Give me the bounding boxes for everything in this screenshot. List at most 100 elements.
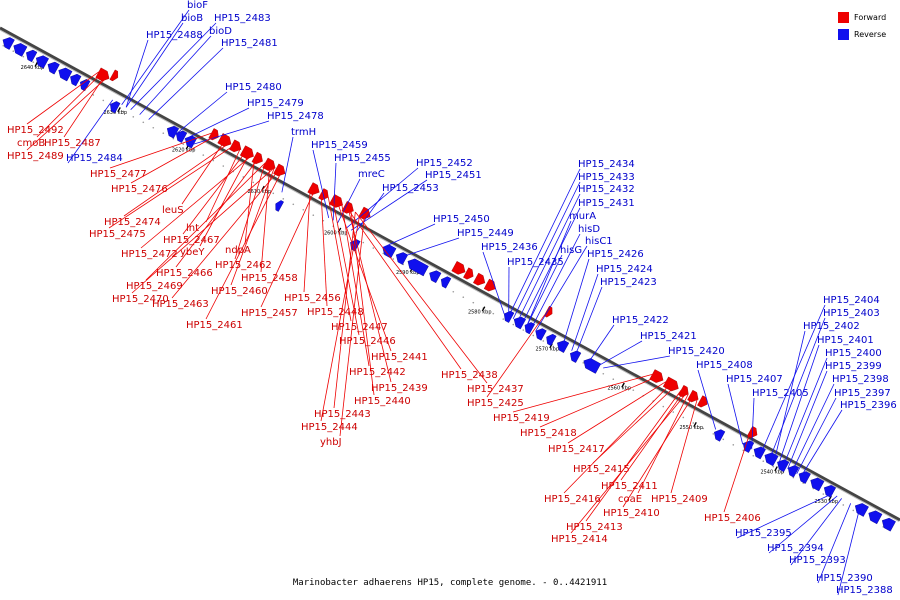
reverse-leader-line bbox=[562, 258, 590, 346]
scale-dot bbox=[712, 433, 715, 435]
forward-gene-arrow bbox=[251, 151, 263, 165]
forward-gene-arrow bbox=[697, 395, 708, 408]
scale-dot bbox=[292, 203, 295, 206]
reverse-leader-line bbox=[148, 47, 224, 120]
reverse-gene-label: HP15_2422 bbox=[612, 315, 669, 326]
reverse-gene-label: HP15_2453 bbox=[382, 183, 439, 194]
scale-dot bbox=[142, 121, 145, 124]
legend-forward: Forward bbox=[838, 9, 900, 26]
reverse-leader-line bbox=[778, 344, 820, 465]
reverse-gene-arrow bbox=[810, 477, 825, 492]
forward-gene-label: HP15_2447 bbox=[331, 322, 388, 333]
scale-dot bbox=[852, 509, 855, 512]
reverse-leader-line bbox=[530, 233, 581, 329]
reverse-gene-arrow bbox=[570, 350, 582, 363]
reverse-gene-label: hisG bbox=[560, 245, 582, 256]
reverse-gene-arrow bbox=[70, 73, 82, 87]
scale-dot bbox=[22, 55, 25, 58]
reverse-leader-line bbox=[837, 508, 861, 596]
tick-label: 2640 kbp bbox=[21, 65, 45, 71]
forward-leader-line bbox=[320, 193, 328, 307]
reverse-leader-line bbox=[125, 22, 184, 108]
forward-gene-label: HP15_2425 bbox=[467, 398, 524, 409]
forward-gene-arrow bbox=[262, 157, 276, 171]
forward-leader-line bbox=[585, 389, 682, 522]
reverse-leader-line bbox=[526, 254, 563, 327]
forward-gene-label: HP15_2469 bbox=[126, 281, 183, 292]
forward-leader-line bbox=[620, 391, 685, 481]
reverse-gene-arrow bbox=[275, 200, 284, 212]
scale-dot bbox=[632, 389, 635, 391]
reverse-leader-line bbox=[121, 9, 190, 106]
reverse-gene-arrow bbox=[714, 429, 726, 442]
forward-leader-line bbox=[563, 383, 671, 494]
reverse-gene-label: HP15_2435 bbox=[507, 257, 564, 268]
reverse-gene-arrow bbox=[583, 358, 602, 374]
reverse-gene-label: HP15_2450 bbox=[433, 214, 490, 225]
reverse-gene-arrow bbox=[407, 258, 429, 277]
reverse-gene-arrow bbox=[868, 510, 883, 525]
reverse-leader-line bbox=[787, 370, 828, 470]
reverse-gene-label: HP15_2393 bbox=[789, 555, 846, 566]
legend-reverse-label: Reverse bbox=[854, 30, 887, 39]
forward-gene-label: HP15_2419 bbox=[493, 413, 550, 424]
reverse-gene-label: HP15_2401 bbox=[817, 335, 874, 346]
forward-leader-line bbox=[332, 199, 360, 336]
forward-leader-line bbox=[327, 197, 352, 322]
forward-gene-label: HP15_2492 bbox=[7, 125, 64, 136]
forward-gene-label: HP15_2440 bbox=[354, 396, 411, 407]
forward-leader-line bbox=[592, 386, 676, 464]
reverse-gene-arrow bbox=[35, 55, 49, 69]
forward-leader-line bbox=[345, 206, 462, 370]
scale-dot bbox=[272, 192, 275, 195]
reverse-leader-line bbox=[512, 181, 581, 319]
scale-dot bbox=[362, 241, 365, 244]
scale-dot bbox=[502, 318, 505, 320]
reverse-leader-line bbox=[575, 286, 603, 354]
reverse-gene-label: HP15_2399 bbox=[825, 361, 882, 372]
forward-leader-line bbox=[567, 381, 667, 444]
forward-leader-line bbox=[123, 142, 230, 217]
forward-leader-line bbox=[341, 204, 370, 367]
forward-leader-line bbox=[336, 202, 392, 352]
reverse-gene-arrow bbox=[26, 49, 38, 63]
forward-leader-line bbox=[109, 132, 212, 169]
forward-gene-arrow bbox=[307, 182, 320, 195]
reverse-gene-label: hisC1 bbox=[585, 236, 613, 247]
reverse-gene-arrow bbox=[429, 270, 442, 284]
scale-dot bbox=[602, 372, 605, 375]
major-tick bbox=[693, 421, 697, 428]
forward-leader-line bbox=[140, 155, 253, 249]
reverse-leader-line bbox=[355, 192, 385, 233]
scale-dot bbox=[552, 345, 555, 348]
forward-gene-arrow bbox=[95, 67, 110, 82]
forward-gene-arrow bbox=[239, 145, 254, 160]
scale-dot bbox=[382, 252, 385, 255]
forward-leader-line bbox=[670, 398, 698, 494]
reverse-leader-line bbox=[517, 193, 581, 322]
reverse-leader-line bbox=[125, 39, 149, 108]
reverse-gene-arrow bbox=[13, 43, 28, 57]
forward-leader-line bbox=[108, 145, 235, 229]
scale-dot bbox=[692, 422, 695, 424]
scale-dot bbox=[702, 427, 705, 430]
scale-dot bbox=[732, 444, 735, 446]
forward-leader-line bbox=[622, 396, 694, 508]
forward-leader-line bbox=[171, 169, 280, 299]
reverse-gene-label: HP15_2423 bbox=[600, 277, 657, 288]
forward-gene-arrow bbox=[451, 261, 466, 275]
tick-label: 2600 kbp bbox=[324, 231, 348, 237]
forward-gene-arrow bbox=[463, 267, 474, 280]
forward-gene-label: HP15_2448 bbox=[307, 307, 364, 318]
reverse-leader-line bbox=[400, 237, 460, 258]
forward-gene-label: HP15_2409 bbox=[651, 494, 708, 505]
reverse-leader-line bbox=[482, 251, 505, 315]
reverse-gene-label: mreC bbox=[358, 169, 385, 180]
scale-dot bbox=[822, 493, 825, 495]
forward-gene-arrow bbox=[483, 278, 496, 292]
scale-dot bbox=[762, 460, 765, 463]
reverse-gene-arrow bbox=[823, 485, 837, 498]
reverse-gene-label: trmH bbox=[291, 127, 316, 138]
scale-dot bbox=[102, 99, 105, 102]
forward-gene-arrow bbox=[109, 69, 119, 82]
